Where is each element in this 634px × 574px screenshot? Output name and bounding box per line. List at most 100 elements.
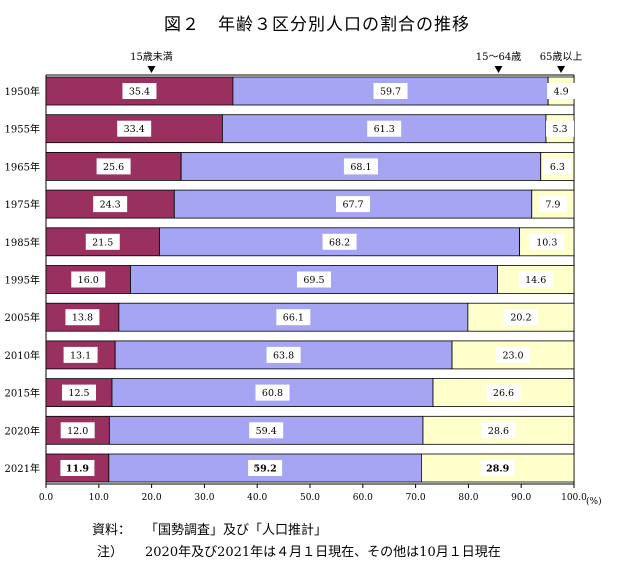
value-label-box	[343, 158, 378, 175]
value-label: 13.1	[70, 350, 91, 361]
value-label-box	[266, 346, 301, 363]
value-label: 16.0	[78, 275, 99, 286]
value-label: 59.2	[254, 464, 277, 475]
value-label: 20.2	[510, 313, 531, 324]
value-label: 12.5	[68, 388, 89, 399]
legend-marker-triangle	[147, 66, 156, 73]
value-label-box	[518, 271, 553, 288]
value-label: 33.4	[124, 124, 145, 135]
value-label-box	[249, 422, 284, 439]
value-label: 28.6	[488, 426, 509, 437]
value-label: 24.3	[100, 200, 121, 211]
y-category-label: 2021年	[5, 462, 40, 475]
value-label-box	[546, 120, 575, 137]
value-label-box	[276, 309, 311, 326]
value-label-box	[543, 158, 572, 175]
value-label-box	[529, 233, 564, 250]
value-label-box	[117, 120, 152, 137]
value-label: 6.3	[550, 162, 565, 173]
value-label-box	[71, 271, 106, 288]
value-label-box	[486, 384, 521, 401]
value-label-box	[373, 83, 408, 99]
y-category-label: 2015年	[5, 387, 40, 400]
value-label: 67.7	[342, 200, 363, 211]
x-tick-label: 0.0	[39, 493, 54, 503]
value-label: 4.9	[554, 87, 569, 98]
value-label-box	[503, 309, 538, 326]
value-label: 68.2	[329, 237, 350, 248]
value-label-box	[60, 422, 95, 439]
x-tick-label: 50.0	[300, 493, 320, 503]
value-label: 14.6	[525, 275, 546, 286]
value-label: 61.3	[374, 124, 395, 135]
remark-label: 注）	[97, 545, 124, 560]
source-note: 資料： 「国勢調査」及び「人口推計」	[92, 519, 327, 538]
value-label: 63.8	[273, 350, 294, 361]
bar-segment	[467, 302, 575, 332]
y-category-label: 1975年	[5, 198, 40, 211]
value-label-box	[480, 460, 515, 476]
value-label-box	[63, 346, 98, 363]
value-label: 59.4	[256, 426, 277, 437]
value-label-box	[322, 233, 357, 250]
x-unit-label: (%)	[586, 496, 602, 507]
value-label: 11.9	[66, 464, 90, 475]
value-label-box	[255, 384, 290, 401]
x-tick-label: 40.0	[247, 493, 267, 503]
source-text: 「国勢調査」及び「人口推計」	[145, 523, 328, 538]
value-label-box	[93, 196, 128, 213]
value-label-box	[538, 196, 567, 213]
x-tick-label: 80.0	[458, 493, 478, 503]
value-label-box	[65, 309, 100, 326]
value-label: 60.8	[262, 388, 283, 399]
value-label: 12.0	[67, 426, 88, 437]
value-label-box	[85, 233, 120, 250]
value-label: 59.7	[380, 87, 401, 98]
y-category-label: 2020年	[5, 424, 40, 437]
y-category-label: 1955年	[5, 123, 40, 136]
chart-title: 図２ 年齢３区分別人口の割合の推移	[164, 15, 470, 35]
value-label-box	[62, 384, 96, 401]
value-label-box	[496, 346, 531, 363]
legend-label: 15～64歳	[476, 51, 521, 63]
x-tick-label: 60.0	[353, 493, 373, 503]
value-label-box	[336, 196, 371, 213]
y-category-label: 1965年	[5, 160, 40, 173]
value-label-box	[296, 271, 331, 288]
value-label: 68.1	[350, 162, 371, 173]
x-tick-label: 10.0	[89, 493, 109, 503]
value-label: 13.8	[72, 313, 93, 324]
value-label: 69.5	[303, 275, 324, 286]
y-category-label: 2010年	[5, 349, 40, 362]
value-label-box	[248, 460, 283, 476]
value-label-box	[367, 120, 402, 137]
remark-note: 注） 2020年及び2021年は４月１日現在、その他は10月１日現在	[97, 541, 501, 560]
y-category-label: 1985年	[5, 236, 40, 249]
legend-label: 65歳以上	[540, 51, 583, 63]
legend-marker-triangle	[494, 66, 503, 73]
value-label-box	[96, 158, 131, 175]
source-label: 資料：	[92, 523, 132, 538]
value-label: 35.4	[129, 87, 150, 98]
value-label: 26.6	[493, 388, 514, 399]
value-label-box	[122, 83, 157, 99]
x-tick-label: 70.0	[406, 493, 426, 503]
x-tick-label: 20.0	[142, 493, 162, 503]
y-category-label: 2005年	[5, 311, 40, 324]
x-tick-label: 100.0	[561, 493, 587, 503]
remark-text: 2020年及び2021年は４月１日現在、その他は10月１日現在	[145, 545, 501, 560]
x-tick-label: 30.0	[194, 493, 214, 503]
value-label-box	[60, 460, 95, 476]
value-label: 5.3	[552, 124, 567, 135]
value-label: 66.1	[283, 313, 304, 324]
legend-label: 15歳未満	[130, 51, 173, 63]
y-category-label: 1950年	[5, 85, 40, 98]
value-label: 23.0	[502, 350, 523, 361]
value-label-box	[481, 422, 516, 439]
value-label: 21.5	[92, 237, 113, 248]
y-category-label: 1995年	[5, 274, 40, 287]
value-label: 25.6	[103, 162, 124, 173]
x-tick-label: 90.0	[511, 493, 531, 503]
value-label: 28.9	[486, 464, 510, 475]
